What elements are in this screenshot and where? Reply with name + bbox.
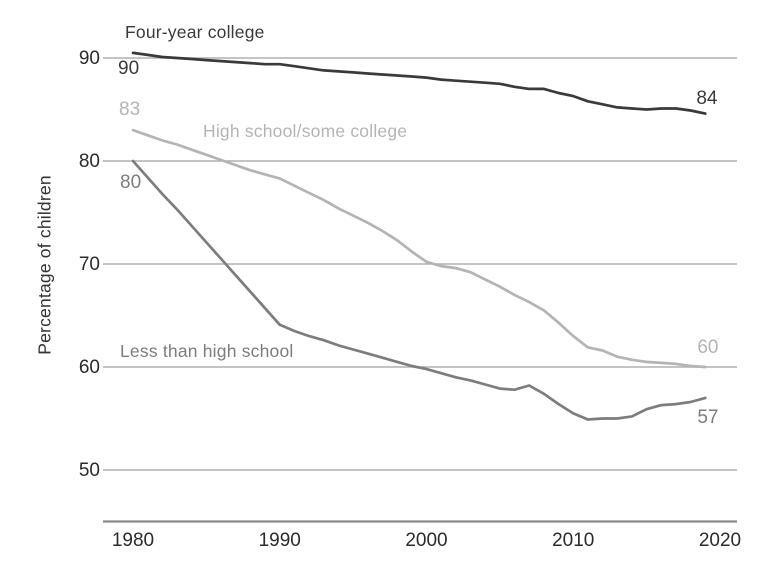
data-label-start-high-school-some-college: 83	[119, 99, 141, 121]
line-less-than-high-school	[131, 159, 707, 421]
data-label-start-four-year-college: 90	[118, 57, 140, 79]
y-tick-70: 70	[78, 253, 100, 275]
data-label-start-less-than-high-school: 80	[120, 172, 142, 193]
x-tick-2000: 2000	[405, 530, 448, 551]
series-label-four-year-college: Four-year college	[125, 22, 265, 42]
x-tick-2010: 2010	[552, 530, 595, 551]
line-four-year-college	[131, 51, 707, 115]
series-label-high-school-some-college: High school/some college	[203, 121, 408, 141]
y-axis-title: Percentage of children	[34, 175, 55, 355]
data-label-end-high-school-some-college: 60	[697, 337, 719, 358]
data-label-end-less-than-high-school: 57	[697, 406, 719, 428]
x-tick-2020: 2020	[698, 530, 742, 551]
y-tick-60: 60	[78, 356, 100, 378]
data-label-end-four-year-college: 84	[696, 87, 718, 109]
y-tick-80: 80	[78, 150, 100, 172]
y-tick-90: 90	[78, 47, 100, 69]
x-tick-1990: 1990	[258, 530, 301, 551]
line-high-school-some-college	[131, 128, 707, 369]
series-label-less-than-high-school: Less than high school	[120, 341, 294, 361]
x-tick-1980: 1980	[111, 530, 155, 551]
y-tick-50: 50	[78, 459, 100, 481]
